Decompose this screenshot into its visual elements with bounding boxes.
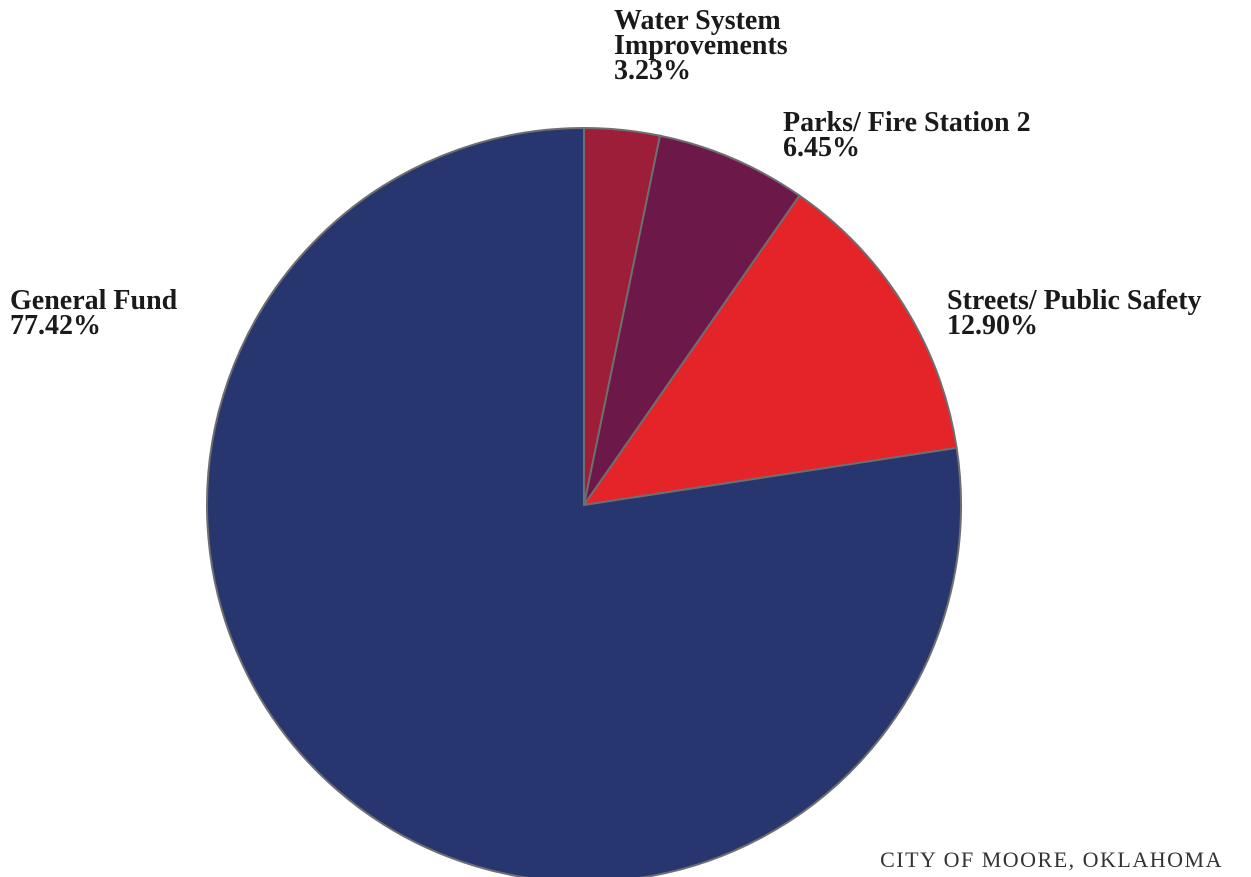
pie-slice-2	[581, 194, 958, 507]
slice-label-line: Improvements	[614, 30, 788, 61]
footer-caption: CITY OF MOORE, OKLAHOMA	[880, 847, 1223, 872]
slice-label-line: General Fund	[10, 285, 178, 316]
slice-label-line: Parks/ Fire Station 2	[783, 107, 1031, 138]
slice-label-water-system: Water System Improvements 3.23%	[614, 5, 788, 86]
slice-label-streets: Streets/ Public Safety 12.90%	[947, 285, 1202, 341]
slice-value: 77.42%	[10, 310, 101, 341]
slice-label-general-fund: General Fund 77.42%	[10, 285, 178, 341]
pie-slice-1	[583, 134, 801, 506]
slice-label-line: Streets/ Public Safety	[947, 285, 1202, 316]
slice-value: 12.90%	[947, 310, 1038, 341]
slice-label-line: Water System	[614, 5, 781, 36]
slice-value: 3.23%	[614, 55, 691, 86]
slice-value: 6.45%	[783, 132, 860, 163]
pie-slice-3	[206, 126, 962, 877]
slice-label-parks: Parks/ Fire Station 2 6.45%	[783, 107, 1031, 163]
